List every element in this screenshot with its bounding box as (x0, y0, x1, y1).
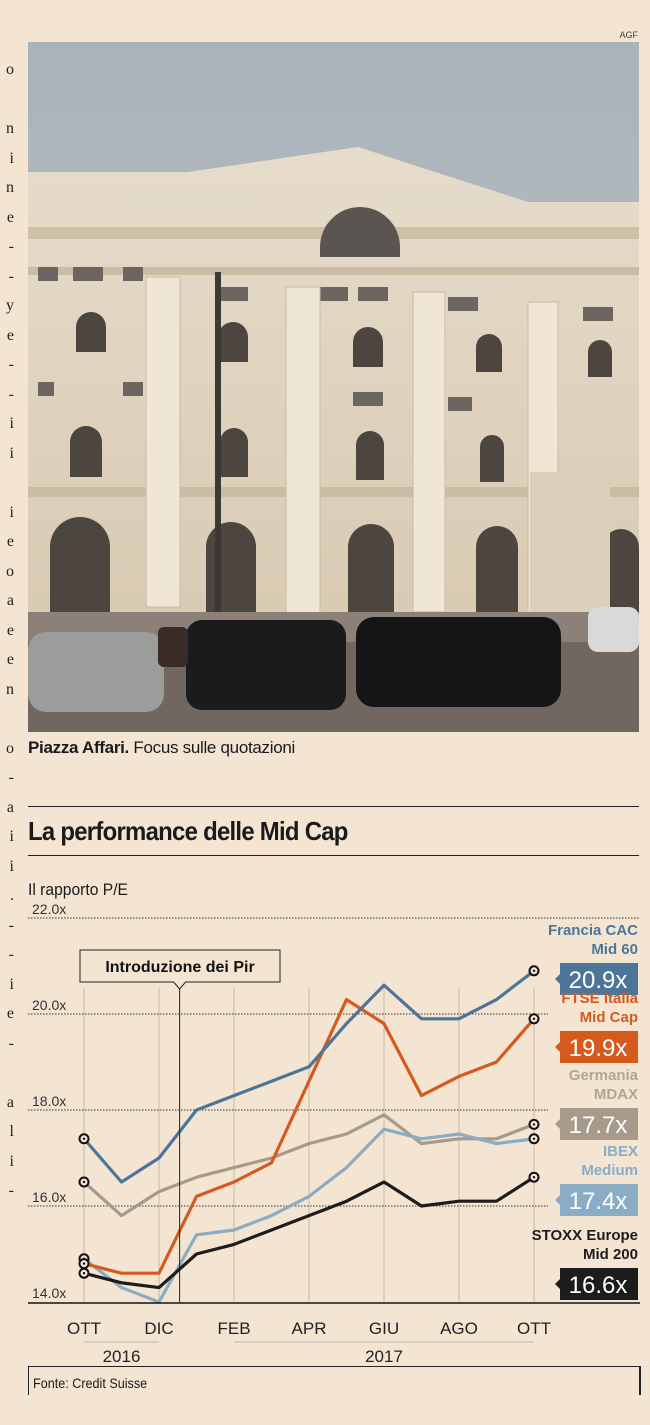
series-line-4 (83, 1175, 535, 1290)
chart-title: La performance delle Mid Cap (28, 816, 348, 846)
margin-fragment: y (6, 297, 14, 314)
margin-fragment: o (6, 562, 14, 580)
legend-name: STOXX Europe (532, 1227, 638, 1244)
legend-name: Mid Cap (580, 1009, 638, 1026)
endpoint-marker-dot (532, 969, 536, 972)
legend-value: 19.9x (569, 1035, 628, 1062)
margin-fragment: - (8, 267, 14, 285)
margin-fragment: i (9, 1152, 14, 1170)
legend-name: Medium (581, 1162, 638, 1179)
endpoint-marker-dot (82, 1262, 86, 1265)
source-text: Fonte: Credit Suisse (33, 1375, 148, 1391)
series-line-1 (83, 997, 536, 1275)
legend-value: 20.9x (569, 967, 628, 994)
legend-name: IBEX (603, 1143, 638, 1160)
x-tick-label: GIU (369, 1319, 399, 1338)
y-tick-label: 22.0x (32, 901, 66, 917)
x-tick-label: AGO (440, 1319, 478, 1338)
x-tick-label: FEB (217, 1319, 250, 1338)
series-line-0 (82, 969, 535, 1184)
endpoint-marker-dot (82, 1180, 86, 1184)
margin-fragment: o (6, 61, 14, 78)
endpoint-marker-dot (532, 1137, 536, 1141)
legend-value-box (555, 963, 638, 995)
series-line-3 (83, 1127, 535, 1304)
annotation-box (79, 949, 281, 990)
y-tick-label: 20.0x (32, 997, 66, 1013)
chart-subtitle: Il rapporto P/E (28, 880, 128, 899)
margin-fragment: - (8, 385, 14, 403)
annotation-text: Introduzione dei Pir (105, 959, 254, 976)
legend-value-box (555, 1184, 638, 1216)
legend-value-box (555, 1268, 638, 1300)
y-tick-label: 16.0x (32, 1189, 66, 1205)
margin-fragment: a (6, 798, 14, 816)
legend-name: Francia CAC (548, 922, 638, 939)
margin-fragment: i (9, 975, 14, 993)
margin-fragment: i (9, 857, 14, 875)
endpoint-marker-dot (82, 1137, 86, 1141)
series-line-2 (82, 1113, 535, 1218)
endpoint-marker-dot (532, 1123, 536, 1126)
margin-fragment: o (6, 739, 14, 757)
endpoint-marker-dot (532, 1176, 536, 1179)
margin-fragment: n (6, 120, 14, 137)
margin-fragment: i (9, 415, 14, 432)
year-label: 2016 (103, 1347, 141, 1366)
margin-fragment: e (6, 533, 14, 550)
y-tick-label: 18.0x (32, 1093, 66, 1109)
margin-fragment: - (8, 238, 14, 255)
margin-fragment: i (9, 828, 14, 845)
caption-text: Focus sulle quotazioni (128, 738, 296, 757)
legend-name: Mid 200 (583, 1246, 638, 1263)
x-tick-label: APR (292, 1319, 327, 1338)
legend-name: Germania (569, 1067, 639, 1084)
x-tick-label: DIC (144, 1319, 173, 1338)
margin-fragment: . (10, 887, 14, 904)
photo-piazza-affari (28, 42, 639, 732)
margin-fragment: - (8, 769, 14, 786)
legend-value: 17.7x (569, 1112, 628, 1139)
margin-fragment: - (8, 1034, 14, 1052)
margin-fragment: n (6, 680, 14, 698)
source-box: Fonte: Credit Suisse (28, 1366, 641, 1395)
legend-name: MDAX (594, 1086, 638, 1103)
margin-fragment: i (9, 503, 14, 521)
margin-fragment: - (8, 1182, 14, 1199)
margin-fragment: a (6, 1093, 14, 1111)
endpoint-marker-dot (82, 1272, 86, 1275)
rule-title (28, 855, 639, 856)
margin-fragment: i (9, 149, 14, 167)
margin-fragment: e (6, 326, 14, 344)
legend-name: FTSE Italia (561, 990, 638, 1007)
legend-value-box (555, 1031, 638, 1063)
margin-fragment: - (8, 946, 14, 963)
legend-value-box (555, 1108, 638, 1140)
year-label: 2017 (365, 1347, 403, 1366)
y-tick-label: 14.0x (32, 1285, 66, 1301)
margin-fragment: e (6, 651, 14, 668)
margin-fragment: l (9, 1123, 14, 1140)
margin-fragment: - (8, 916, 14, 934)
margin-fragment: e (6, 1005, 14, 1022)
rule-top (28, 806, 639, 807)
legend-value: 16.6x (569, 1272, 628, 1299)
margin-fragment: a (6, 592, 14, 609)
x-tick-label: OTT (67, 1319, 101, 1338)
x-tick-label: OTT (517, 1319, 551, 1338)
margin-fragment: - (8, 356, 14, 373)
endpoint-marker-dot (532, 1017, 536, 1020)
caption-bold: Piazza Affari. (28, 738, 129, 757)
photo-credit: AGF (619, 30, 638, 40)
photo-caption: Piazza Affari. Focus sulle quotazioni (28, 738, 295, 758)
margin-fragment: n (6, 179, 14, 196)
legend-value: 17.4x (569, 1188, 628, 1215)
margin-fragment: i (9, 444, 14, 462)
margin-fragment: e (6, 621, 14, 639)
legend-name: Mid 60 (591, 941, 638, 958)
margin-fragment: e (6, 208, 14, 226)
